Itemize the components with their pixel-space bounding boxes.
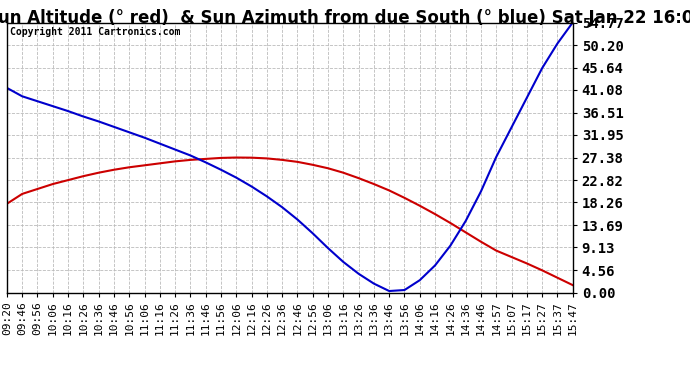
Text: Sun Altitude (° red)  & Sun Azimuth from due South (° blue) Sat Jan 22 16:01: Sun Altitude (° red) & Sun Azimuth from …: [0, 9, 690, 27]
Text: Copyright 2011 Cartronics.com: Copyright 2011 Cartronics.com: [10, 27, 180, 37]
